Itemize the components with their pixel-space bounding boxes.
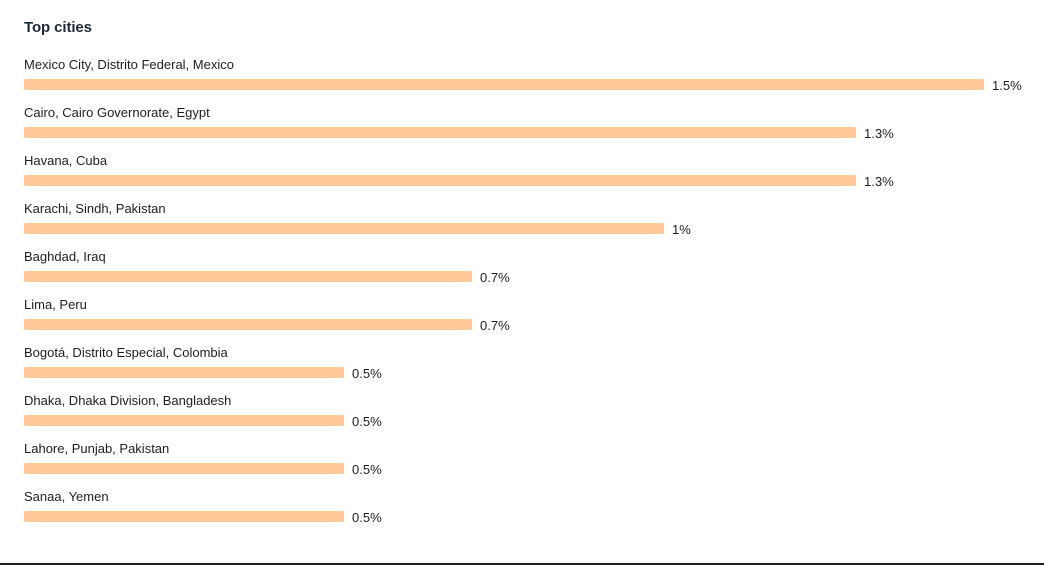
city-row: Dhaka, Dhaka Division, Bangladesh 0.5% xyxy=(24,392,1034,440)
city-value-label: 1% xyxy=(672,222,691,237)
city-row: Cairo, Cairo Governorate, Egypt 1.3% xyxy=(24,104,1034,152)
city-value-label: 1.3% xyxy=(864,126,894,141)
city-bar xyxy=(24,175,856,186)
city-row: Sanaa, Yemen 0.5% xyxy=(24,488,1034,536)
chart-title: Top cities xyxy=(24,19,92,36)
city-bar-list: Mexico City, Distrito Federal, Mexico 1.5… xyxy=(24,56,1034,536)
city-label: Baghdad, Iraq xyxy=(24,249,106,264)
city-bar xyxy=(24,271,472,282)
city-value-label: 1.3% xyxy=(864,174,894,189)
city-value-label: 0.5% xyxy=(352,366,382,381)
city-bar xyxy=(24,127,856,138)
city-row: Mexico City, Distrito Federal, Mexico 1.5… xyxy=(24,56,1034,104)
city-row: Lima, Peru 0.7% xyxy=(24,296,1034,344)
city-bar xyxy=(24,319,472,330)
city-label: Lima, Peru xyxy=(24,297,87,312)
city-row: Bogotá, Distrito Especial, Colombia 0.5% xyxy=(24,344,1034,392)
bottom-divider xyxy=(0,563,1044,565)
city-label: Karachi, Sindh, Pakistan xyxy=(24,201,166,216)
city-label: Bogotá, Distrito Especial, Colombia xyxy=(24,345,228,360)
city-label: Dhaka, Dhaka Division, Bangladesh xyxy=(24,393,232,408)
city-row: Havana, Cuba 1.3% xyxy=(24,152,1034,200)
city-label: Cairo, Cairo Governorate, Egypt xyxy=(24,105,210,120)
city-bar xyxy=(24,79,984,90)
city-label: Lahore, Punjab, Pakistan xyxy=(24,441,170,456)
city-bar xyxy=(24,367,344,378)
city-label: Mexico City, Distrito Federal, Mexico xyxy=(24,57,234,72)
city-bar xyxy=(24,415,344,426)
city-value-label: 0.7% xyxy=(480,270,510,285)
city-value-label: 0.5% xyxy=(352,462,382,477)
city-label: Havana, Cuba xyxy=(24,153,108,168)
city-bar xyxy=(24,463,344,474)
city-row: Lahore, Punjab, Pakistan 0.5% xyxy=(24,440,1034,488)
city-value-label: 0.7% xyxy=(480,318,510,333)
city-row: Karachi, Sindh, Pakistan 1% xyxy=(24,200,1034,248)
city-row: Baghdad, Iraq 0.7% xyxy=(24,248,1034,296)
city-value-label: 0.5% xyxy=(352,510,382,525)
city-label: Sanaa, Yemen xyxy=(24,489,109,504)
city-bar xyxy=(24,511,344,522)
city-bar xyxy=(24,223,664,234)
city-value-label: 0.5% xyxy=(352,414,382,429)
city-value-label: 1.5% xyxy=(992,78,1022,93)
